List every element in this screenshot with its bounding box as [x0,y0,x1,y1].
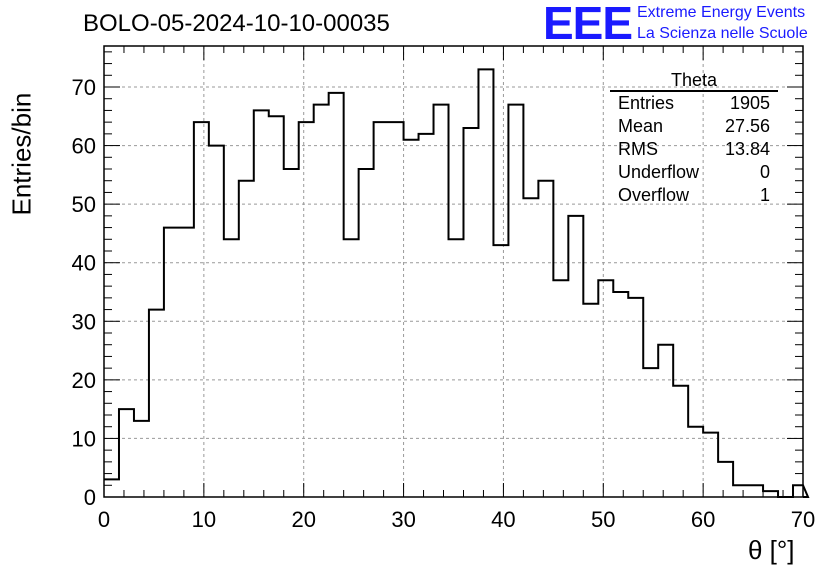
histogram-bin [284,169,299,497]
stats-row-overflow: Overflow 1 [610,184,778,207]
stats-value: 13.84 [724,139,770,159]
histogram-bin [104,479,119,497]
histogram-bin [119,409,134,497]
chart-title: BOLO-05-2024-10-10-00035 [83,10,390,37]
histogram-bin [508,105,523,497]
histogram-bin [359,169,374,497]
y-tick-label: 70 [72,75,96,100]
stats-row-underflow: Underflow 0 [610,161,778,184]
stats-label: Mean [618,116,664,136]
x-tick-label: 20 [291,507,315,532]
histogram-bin [269,116,284,497]
histogram-bin [164,228,179,497]
histogram-bin [748,485,763,497]
histogram-bin [703,433,718,497]
y-tick-label: 30 [72,309,96,334]
histogram-bin [209,146,224,497]
histogram-bin [688,427,703,497]
stats-row-rms: RMS 13.84 [610,138,778,161]
stats-row-entries: Entries 1905 [610,92,778,115]
histogram-bin [254,110,269,497]
plot-frame [103,45,804,498]
histogram-bin [673,386,688,497]
histogram-bin [329,93,344,497]
y-tick-label: 20 [72,368,96,393]
histogram-bin [419,134,434,497]
histogram-bin [718,462,733,497]
x-tick-label: 10 [192,507,216,532]
x-tick-label: 70 [791,507,815,532]
x-axis-label: θ [°] [748,535,795,565]
histogram-bin [149,310,164,497]
x-tick-label: 30 [391,507,415,532]
histogram-bin [613,292,628,497]
histogram-outline [104,68,810,498]
histogram-bin [643,368,658,497]
y-axis-label: Entries/bin [6,92,37,216]
logo-line-1: Extreme Energy Events [637,4,806,21]
histogram-bin [553,280,568,497]
histogram-bin [463,128,478,497]
y-tick-label: 40 [72,251,96,276]
stats-label: Overflow [618,185,690,205]
y-tick-label: 10 [72,426,96,451]
stats-label: Underflow [618,162,700,182]
histogram-bin [733,485,748,497]
histogram-bin [523,198,538,497]
logo-line-2: La Scienza nelle Scuole [637,25,808,42]
histogram-bin [194,122,209,497]
histogram-bin [134,421,149,497]
stats-title: Theta [610,70,778,92]
stats-value: 27.56 [724,116,770,136]
x-tick-label: 40 [491,507,515,532]
histogram-bin [404,140,419,497]
histogram-bin [239,181,254,497]
y-tick-label: 0 [84,485,96,510]
histogram-bin [344,239,359,497]
x-tick-label: 0 [98,507,110,532]
histogram-bin [374,122,389,497]
histogram-bin [598,280,613,497]
histogram-bin [538,181,553,497]
stats-box: Theta Entries 1905 Mean 27.56 RMS 13.84 … [610,70,778,207]
stats-label: RMS [618,139,658,159]
histogram-bin [224,239,239,497]
stats-label: Entries [618,93,675,113]
histogram-bin [568,216,583,497]
histogram-bin [389,122,404,497]
histogram-bin [658,345,673,497]
eee-logo-mark: EEE [543,0,633,49]
x-tick-label: 50 [591,507,615,532]
histogram-bin [793,485,803,497]
y-tick-label: 50 [72,192,96,217]
y-tick-label: 60 [72,134,96,159]
histogram-bin [583,304,598,497]
histogram-bin [478,69,493,497]
histogram-bin [449,239,464,497]
stats-value: 0 [759,162,770,182]
histogram-bin [628,298,643,497]
stats-value: 1905 [729,93,770,113]
histogram-bin [299,122,314,497]
stats-value: 1 [759,185,770,205]
histogram-bin [493,245,508,497]
stats-row-mean: Mean 27.56 [610,115,778,138]
histogram-bin [179,228,194,497]
x-tick-label: 60 [691,507,715,532]
